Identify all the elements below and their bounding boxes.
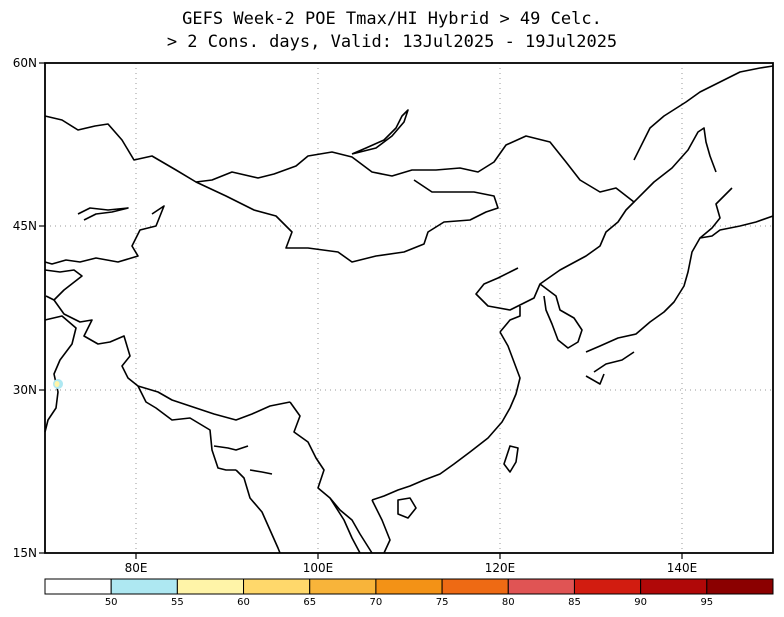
colorbar-swatch — [44, 578, 112, 595]
lat-label-15n: 15N — [13, 546, 37, 560]
map-background — [45, 63, 773, 553]
colorbar-label: 55 — [171, 597, 184, 608]
map-coastlines — [44, 65, 774, 554]
map-panel — [44, 62, 774, 554]
colorbar-swatch — [507, 578, 575, 595]
coast-bengal — [235, 469, 281, 554]
coast-shandong — [499, 306, 521, 333]
colorbar-swatch — [573, 578, 642, 595]
colorbar-label: 80 — [502, 597, 515, 608]
coast-russian-far-east — [633, 127, 717, 203]
island-hokkaido — [699, 187, 733, 239]
border-nepal-india — [137, 385, 236, 471]
lon-label-100e: 100E — [303, 561, 334, 575]
border-west — [44, 205, 165, 265]
lat-label-60n: 60N — [13, 56, 37, 70]
border-mongolia — [195, 179, 499, 263]
colorbar-swatch — [243, 578, 311, 595]
colorbar-label: 95 — [700, 597, 713, 608]
colorbar-swatch — [176, 578, 245, 595]
coast-japan-honshu — [585, 215, 774, 353]
colorbar: 50 55 60 65 70 75 80 85 90 95 — [44, 578, 774, 608]
chart-title-line-2: > 2 Cons. days, Valid: 13Jul2025 - 19Jul… — [166, 32, 618, 52]
border-indochina — [329, 497, 391, 554]
island-taiwan — [503, 445, 519, 473]
coast-okhotsk — [633, 65, 774, 161]
lon-label-120e: 120E — [485, 561, 516, 575]
probability-shading — [53, 379, 63, 389]
lon-label-140e: 140E — [667, 561, 698, 575]
coast-japan-shikoku — [593, 351, 635, 373]
lat-label-45n: 45N — [13, 219, 37, 233]
lake-baikal — [351, 109, 409, 155]
colorbar-label: 75 — [436, 597, 449, 608]
lon-label-80e: 80E — [125, 561, 148, 575]
colorbar-swatch — [706, 578, 774, 595]
colorbar-label: 60 — [237, 597, 250, 608]
colorbar-swatch — [309, 578, 377, 595]
island-hainan — [397, 497, 417, 519]
colorbar-swatch — [110, 578, 178, 595]
colorbar-label: 50 — [105, 597, 118, 608]
chart-title-line-1: GEFS Week-2 POE Tmax/HI Hybrid > 49 Celc… — [182, 9, 602, 29]
border-pakistan — [44, 315, 77, 433]
colorbar-label: 85 — [568, 597, 581, 608]
colorbar-label: 90 — [634, 597, 647, 608]
peninsula-korea — [539, 283, 583, 349]
border-himalaya — [53, 299, 291, 421]
border-myanmar — [289, 401, 373, 554]
colorbar-label: 65 — [303, 597, 316, 608]
lake-balkhash — [77, 207, 129, 221]
island-kyushu — [585, 373, 605, 385]
axis-ticks — [39, 62, 683, 559]
map-frame — [44, 62, 774, 554]
lat-label-30n: 30N — [13, 383, 37, 397]
colorbar-swatch — [375, 578, 443, 595]
colorbar-swatch — [640, 578, 708, 595]
border-north — [44, 115, 635, 311]
colorbar-label: 70 — [370, 597, 383, 608]
border-bangladesh — [213, 445, 273, 475]
coast-south-china — [371, 331, 521, 501]
poe-area-55-60 — [54, 381, 60, 387]
colorbar-swatch — [441, 578, 509, 595]
